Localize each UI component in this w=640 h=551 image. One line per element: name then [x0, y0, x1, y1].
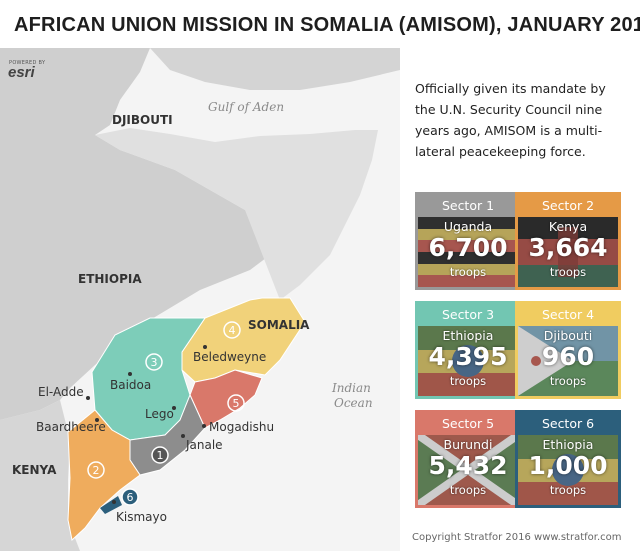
sector-2-area[interactable]: [67, 409, 141, 541]
city-dot-janale: [181, 434, 185, 438]
label-gulf-of-aden: Gulf of Aden: [208, 100, 284, 114]
sector-header: Sector 4: [518, 304, 618, 326]
city-dot-kismayo: [112, 500, 116, 504]
label-somalia: SOMALIA: [248, 318, 310, 332]
sector-header: Sector 2: [518, 195, 618, 217]
sector-marker-3[interactable]: 3: [145, 353, 163, 371]
sector-marker-2-label: 2: [93, 464, 100, 477]
sector-header: Sector 6: [518, 413, 618, 435]
sector-country: Uganda: [443, 219, 493, 234]
sector-country: Djibouti: [543, 328, 593, 343]
arabia-land: [150, 48, 400, 90]
intro-text: Officially given its mandate by the U.N.…: [415, 81, 606, 159]
sector-marker-3-label: 3: [151, 356, 158, 369]
sector-card-5[interactable]: Sector 5 Burundi 5,432 troops: [415, 410, 521, 508]
label-kenya: KENYA: [12, 463, 57, 477]
sector-country: Burundi: [443, 437, 493, 452]
label-eladde: El-Adde: [38, 385, 84, 399]
esri-logo: esri: [8, 64, 35, 81]
uganda-flag-icon: [418, 217, 518, 287]
troop-count: 6,700: [428, 233, 508, 262]
ethiopia-flag-icon: [418, 326, 518, 396]
label-djibouti: DJIBOUTI: [112, 113, 173, 127]
city-dot-baidoa: [128, 372, 132, 376]
sector-marker-1-label: 1: [157, 449, 164, 462]
sector-marker-1[interactable]: 1: [151, 446, 169, 464]
somalia-map[interactable]: 1 2 3 4 5 6 DJIBOUTI ETHIOPIA SOMALIA KE…: [0, 48, 400, 551]
sector-marker-6[interactable]: 6: [121, 488, 139, 506]
sector-card-6[interactable]: Sector 6 Ethiopia 1,000 troops: [515, 410, 621, 508]
sector-card-4[interactable]: Sector 4 Djibouti 960 troops: [515, 301, 621, 399]
label-ethiopia: ETHIOPIA: [78, 272, 142, 286]
sector-marker-4-label: 4: [229, 324, 236, 337]
troop-unit: troops: [549, 483, 587, 497]
label-lego: Lego: [145, 407, 174, 421]
label-ocean: Ocean: [334, 396, 373, 410]
sector-header: Sector 5: [418, 413, 518, 435]
label-mogadishu: Mogadishu: [209, 420, 274, 434]
burundi-flag-icon: [418, 435, 518, 505]
sector-card-2[interactable]: Sector 2 Kenya 3,664 troops: [515, 192, 621, 290]
ethiopia-land: [0, 48, 290, 420]
kenya-land: [0, 400, 80, 551]
troop-count: 5,432: [428, 451, 508, 480]
city-dot-eladde: [86, 396, 90, 400]
troop-unit: troops: [449, 483, 487, 497]
sector-marker-4[interactable]: 4: [223, 321, 241, 339]
ethiopia-flag-icon: [518, 435, 618, 505]
sector-header: Sector 3: [418, 304, 518, 326]
troop-unit: troops: [549, 374, 587, 388]
troop-unit: troops: [549, 265, 587, 279]
label-janale: Janale: [185, 438, 223, 452]
label-beledweyne: Beledweyne: [193, 350, 266, 364]
city-dot-beledweyne: [203, 345, 207, 349]
sector-marker-5-label: 5: [233, 397, 240, 410]
sector-6-area[interactable]: [100, 496, 122, 514]
label-baidoa: Baidoa: [110, 378, 151, 392]
copyright-notice: Copyright Stratfor 2016 www.stratfor.com: [412, 532, 622, 543]
troop-count: 960: [541, 342, 595, 371]
sector-country: Ethiopia: [542, 437, 594, 452]
sector-country: Kenya: [548, 219, 588, 234]
sector-marker-6-label: 6: [127, 491, 134, 504]
troop-count: 4,395: [428, 342, 508, 371]
sector-marker-2[interactable]: 2: [87, 461, 105, 479]
troop-count: 3,664: [528, 233, 608, 262]
troop-unit: troops: [449, 374, 487, 388]
city-dot-baardheere: [95, 418, 99, 422]
troop-unit: troops: [449, 265, 487, 279]
troop-count: 1,000: [528, 451, 608, 480]
city-dot-lego: [172, 406, 176, 410]
sector-marker-5[interactable]: 5: [227, 394, 245, 412]
label-baardheere: Baardheere: [36, 420, 106, 434]
sector-country: Ethiopia: [442, 328, 494, 343]
esri-powered-by: POWERED BY: [9, 60, 46, 66]
sector-card-1[interactable]: Sector 1 Uganda 6,700 troops: [415, 192, 521, 290]
djibouti-flag-icon: [518, 326, 618, 396]
sector-header: Sector 1: [418, 195, 518, 217]
sector-card-3[interactable]: Sector 3 Ethiopia 4,395 troops: [415, 301, 521, 399]
label-kismayo: Kismayo: [116, 510, 167, 524]
kenya-flag-icon: [518, 217, 618, 287]
northern-somalia: [95, 128, 378, 300]
page-title: AFRICAN UNION MISSION IN SOMALIA (AMISOM…: [14, 14, 640, 36]
label-indian: Indian: [331, 381, 371, 395]
city-dot-mogadishu: [202, 424, 206, 428]
